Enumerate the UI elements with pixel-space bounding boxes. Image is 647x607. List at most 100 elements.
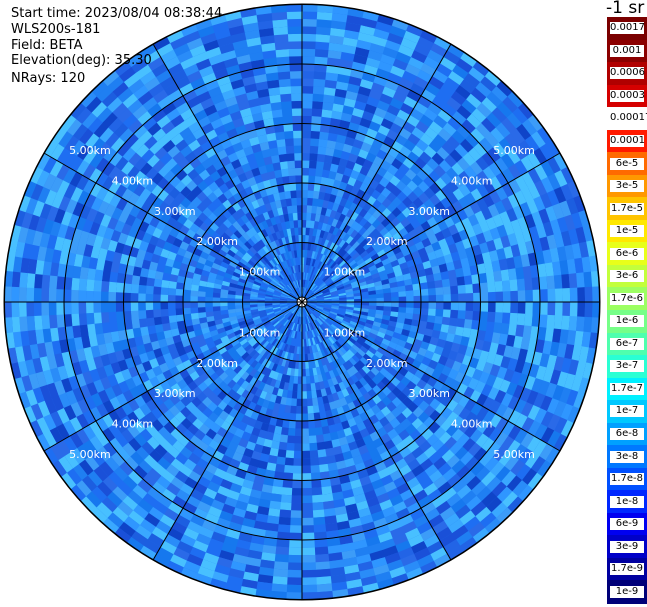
range-gate-cell	[373, 232, 384, 242]
range-gate-cell	[130, 292, 139, 302]
range-gate-cell	[498, 258, 509, 272]
range-gate-cell	[374, 245, 384, 254]
range-gate-cell	[11, 315, 21, 333]
range-gate-cell	[513, 255, 523, 269]
range-gate-cell	[446, 180, 460, 193]
range-gate-cell	[442, 103, 458, 118]
range-gate-cell	[438, 159, 452, 173]
range-gate-cell	[476, 102, 493, 119]
range-gate-cell	[540, 289, 548, 303]
range-gate-cell	[330, 261, 338, 269]
range-gate-cell	[433, 165, 447, 178]
range-gate-cell	[409, 325, 419, 334]
range-gate-cell	[356, 235, 366, 245]
range-gate-cell	[313, 287, 320, 293]
range-gate-cell	[311, 502, 324, 511]
range-gate-cell	[301, 428, 310, 437]
range-gate-cell	[495, 172, 509, 188]
range-gate-cell	[275, 539, 290, 548]
range-gate-cell	[414, 157, 428, 170]
range-gate-cell	[403, 96, 419, 109]
range-gate-cell	[473, 302, 481, 312]
range-gate-cell	[440, 172, 453, 186]
range-gate-cell	[302, 167, 310, 176]
range-gate-cell	[451, 232, 463, 244]
range-gate-cell	[552, 384, 565, 402]
range-gate-cell	[380, 118, 394, 130]
range-gate-cell	[275, 131, 286, 141]
range-gate-cell	[380, 160, 392, 172]
range-gate-cell	[288, 175, 297, 184]
range-gate-cell	[305, 376, 311, 384]
range-gate-cell	[56, 313, 65, 328]
range-gate-cell	[313, 524, 327, 533]
range-gate-cell	[406, 296, 414, 303]
range-gate-cell	[305, 280, 309, 288]
range-gate-cell	[481, 151, 496, 167]
range-gate-cell	[439, 83, 456, 98]
range-gate-cell	[383, 297, 392, 303]
range-gate-cell	[281, 487, 293, 496]
range-gate-cell	[592, 286, 600, 303]
range-gate-cell	[305, 264, 308, 273]
range-gate-cell	[417, 95, 433, 109]
range-gate-cell	[315, 229, 322, 238]
range-gate-cell	[291, 100, 303, 109]
range-gate-cell	[349, 277, 358, 284]
range-gate-cell	[395, 322, 405, 330]
range-gate-cell	[285, 442, 295, 451]
range-gate-cell	[560, 166, 575, 185]
range-gate-cell	[312, 405, 320, 414]
range-gate-cell	[310, 213, 317, 222]
range-gate-cell	[323, 307, 331, 312]
range-gate-cell	[277, 146, 287, 155]
range-gate-cell	[360, 142, 373, 153]
range-gate-cell	[302, 108, 313, 117]
range-gate-cell	[461, 217, 473, 230]
range-gate-cell	[315, 434, 325, 443]
range-gate-cell	[373, 280, 383, 287]
range-gate-cell	[518, 139, 534, 157]
range-label: 3.00km	[408, 205, 450, 218]
range-gate-cell	[337, 309, 346, 314]
range-gate-cell	[440, 348, 451, 359]
range-gate-cell	[338, 307, 347, 312]
range-gate-cell	[292, 473, 302, 481]
range-gate-cell	[412, 313, 421, 322]
range-gate-cell	[389, 315, 398, 323]
range-gate-cell	[277, 71, 291, 80]
range-gate-cell	[510, 302, 519, 314]
range-gate-cell	[291, 205, 298, 214]
range-gate-cell	[295, 182, 303, 191]
range-gate-cell	[474, 253, 485, 266]
range-gate-cell	[584, 302, 593, 319]
range-gate-cell	[449, 277, 458, 287]
range-gate-cell	[361, 230, 371, 239]
range-gate-cell	[323, 515, 337, 525]
range-gate-cell	[220, 305, 228, 311]
range-gate-cell	[396, 280, 406, 288]
range-gate-cell	[285, 145, 295, 154]
range-gate-cell	[310, 243, 315, 252]
range-label: 2.00km	[366, 235, 408, 248]
range-gate-cell	[496, 224, 508, 239]
range-gate-cell	[476, 197, 489, 212]
range-gate-cell	[542, 249, 553, 265]
range-gate-cell	[287, 547, 302, 556]
range-gate-cell	[395, 84, 411, 97]
range-gate-cell	[314, 63, 328, 73]
range-gate-cell	[175, 301, 183, 309]
range-gate-cell	[320, 176, 329, 186]
range-label: 4.00km	[451, 174, 493, 187]
range-gate-cell	[41, 314, 51, 330]
range-gate-cell	[323, 305, 332, 309]
range-gate-cell	[420, 288, 429, 297]
range-gate-cell	[33, 287, 42, 302]
range-gate-cell	[398, 77, 415, 90]
range-gate-cell	[352, 310, 361, 315]
range-gate-cell	[355, 155, 367, 167]
range-gate-cell	[542, 340, 553, 356]
range-gate-cell	[531, 277, 541, 291]
range-gate-cell	[469, 328, 479, 340]
range-gate-cell	[503, 246, 514, 260]
